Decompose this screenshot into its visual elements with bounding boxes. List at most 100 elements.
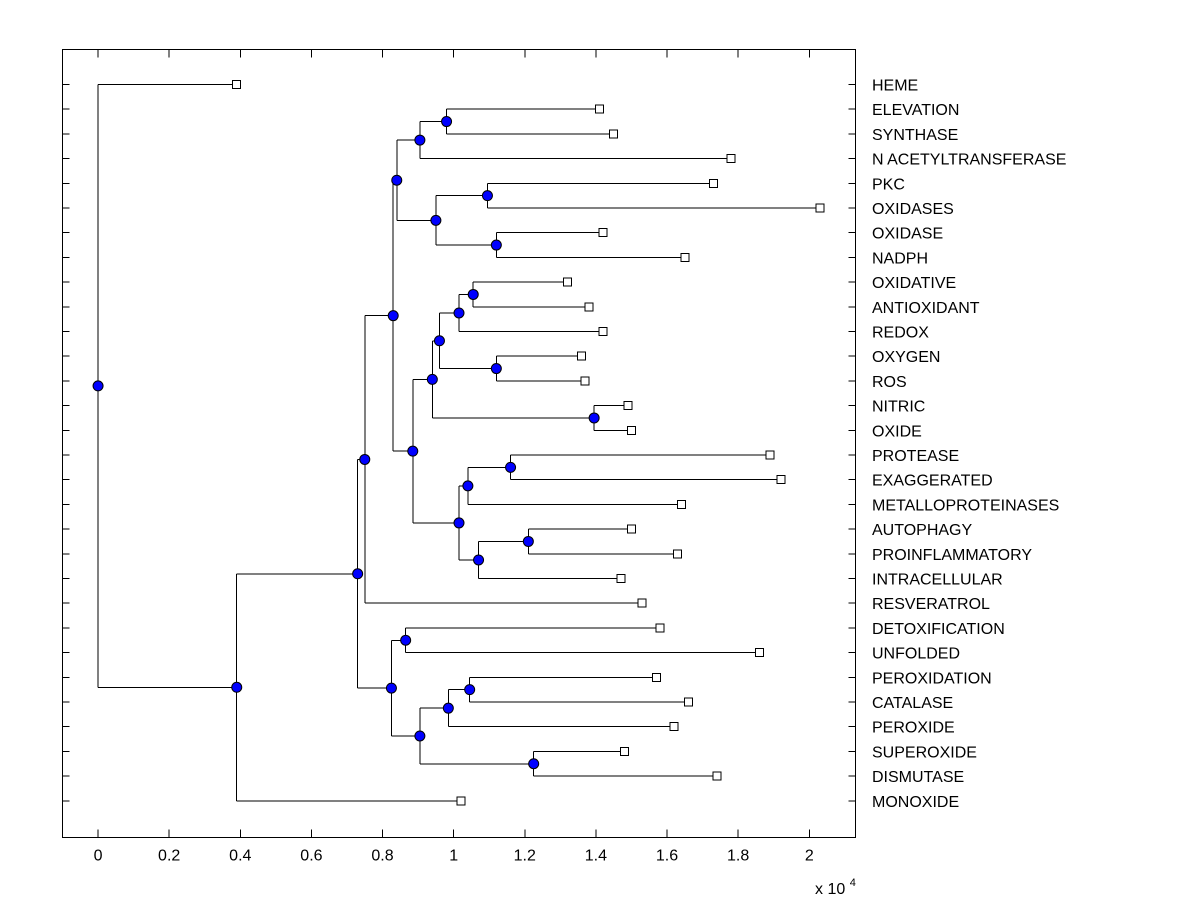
leaf-marker — [626, 524, 636, 534]
x-tick-label: 0.6 — [300, 848, 322, 865]
y-axis-ticks — [62, 84, 856, 802]
x-tick-label: 2 — [805, 848, 814, 865]
leaf-label: NADPH — [872, 250, 928, 267]
leaf-label: OXIDASE — [872, 226, 943, 243]
leaf-label: DISMUTASE — [872, 769, 964, 786]
leaf-marker — [232, 80, 242, 89]
leaf-label: PROTEASE — [872, 448, 959, 465]
leaf-markers — [232, 80, 825, 806]
merge-node-marker — [462, 480, 474, 492]
leaf-marker — [619, 746, 629, 756]
leaf-label: PEROXIDATION — [872, 670, 992, 687]
leaf-label: EXAGGERATED — [872, 473, 993, 490]
merge-node-marker — [430, 214, 442, 226]
merge-node-marker — [387, 310, 399, 322]
leaf-marker — [577, 351, 587, 361]
merge-node-marker — [414, 730, 426, 742]
leaf-label: OXYGEN — [872, 349, 940, 366]
x-axis-multiplier-base: x 10 — [815, 881, 845, 898]
leaf-label: RESVERATROL — [872, 596, 990, 613]
leaf-label: OXIDE — [872, 423, 922, 440]
leaf-label: CATALASE — [872, 695, 953, 712]
merge-node-marker — [464, 684, 476, 696]
leaf-marker — [616, 574, 626, 583]
leaf-marker — [623, 401, 633, 411]
leaf-labels: HEME ELEVATION SYNTHASE N ACETYLTRANSFERASE… — [872, 78, 1066, 811]
leaf-label: REDOX — [872, 325, 929, 342]
leaf-marker — [726, 154, 736, 164]
leaf-marker — [626, 425, 636, 435]
x-tick-label: 0.4 — [229, 848, 251, 865]
leaf-marker — [673, 549, 683, 559]
leaf-label: AUTOPHAGY — [872, 522, 973, 539]
merge-node-marker — [385, 682, 397, 694]
leaf-marker — [584, 302, 594, 312]
leaf-label: OXIDASES — [872, 201, 954, 218]
leaf-label: PEROXIDE — [872, 720, 955, 737]
leaf-label: UNFOLDED — [872, 646, 960, 663]
leaf-marker — [456, 796, 466, 806]
merge-node-marker — [528, 758, 540, 770]
merge-node-marker — [407, 445, 419, 457]
leaf-marker — [712, 771, 722, 781]
x-axis-multiplier-exponent: 4 — [850, 877, 856, 889]
merge-node-marker — [426, 373, 438, 385]
merge-node-marker — [490, 363, 502, 375]
leaf-marker — [683, 697, 693, 707]
x-tick-label: 1.6 — [656, 848, 678, 865]
x-axis-tick-labels: 0 0.2 0.4 0.6 0.8 1 1.2 1.4 1.6 1.8 2 — [94, 848, 814, 865]
x-tick-label: 1.8 — [727, 848, 749, 865]
leaf-marker — [708, 178, 718, 188]
dendrogram-branches — [97, 84, 820, 802]
leaf-marker — [676, 499, 686, 509]
leaf-label: N ACETYLTRANSFERASE — [872, 152, 1066, 169]
merge-node-marker — [400, 634, 412, 646]
x-axis-ticks — [97, 49, 810, 838]
leaf-label: MONOXIDE — [872, 794, 959, 811]
leaf-marker — [680, 252, 690, 262]
leaf-label: METALLOPROTEINASES — [872, 497, 1059, 514]
leaf-marker — [609, 129, 619, 139]
merge-node-marker — [391, 174, 403, 186]
merge-node-marker — [490, 239, 502, 251]
leaf-label: DETOXIFICATION — [872, 621, 1005, 638]
merge-node-markers — [92, 116, 600, 770]
leaf-label: PKC — [872, 176, 905, 193]
merge-node-marker — [522, 535, 534, 547]
x-tick-label: 0.8 — [371, 848, 393, 865]
leaf-label: NITRIC — [872, 399, 925, 416]
merge-node-marker — [588, 412, 600, 424]
leaf-marker — [594, 104, 604, 114]
merge-node-marker — [441, 116, 453, 128]
plot-area-frame — [62, 49, 856, 838]
merge-node-marker — [92, 380, 104, 392]
merge-node-marker — [433, 335, 445, 347]
x-tick-label: 0 — [94, 848, 103, 865]
x-tick-label: 1 — [449, 848, 458, 865]
leaf-marker — [655, 623, 665, 633]
x-tick-label: 1.2 — [514, 848, 536, 865]
merge-node-marker — [467, 288, 479, 300]
leaf-label: PROINFLAMMATORY — [872, 547, 1032, 564]
leaf-marker — [598, 228, 608, 238]
leaf-label: ROS — [872, 374, 907, 391]
leaf-marker — [669, 722, 679, 732]
merge-node-marker — [231, 681, 243, 693]
leaf-label: INTRACELLULAR — [872, 572, 1003, 589]
leaf-marker — [651, 672, 661, 682]
leaf-label: OXIDATIVE — [872, 275, 956, 292]
leaf-marker — [562, 277, 572, 287]
x-axis-multiplier: x 10 4 — [815, 877, 856, 898]
leaf-label: SYNTHASE — [872, 127, 958, 144]
leaf-marker — [754, 648, 764, 658]
x-tick-label: 1.4 — [585, 848, 607, 865]
merge-node-marker — [414, 134, 426, 146]
merge-node-marker — [453, 307, 465, 319]
leaf-label: ANTIOXIDANT — [872, 300, 980, 317]
merge-node-marker — [473, 554, 485, 566]
leaf-label: ELEVATION — [872, 102, 959, 119]
merge-node-marker — [442, 702, 454, 714]
x-tick-label: 0.2 — [158, 848, 180, 865]
merge-node-marker — [359, 453, 371, 465]
